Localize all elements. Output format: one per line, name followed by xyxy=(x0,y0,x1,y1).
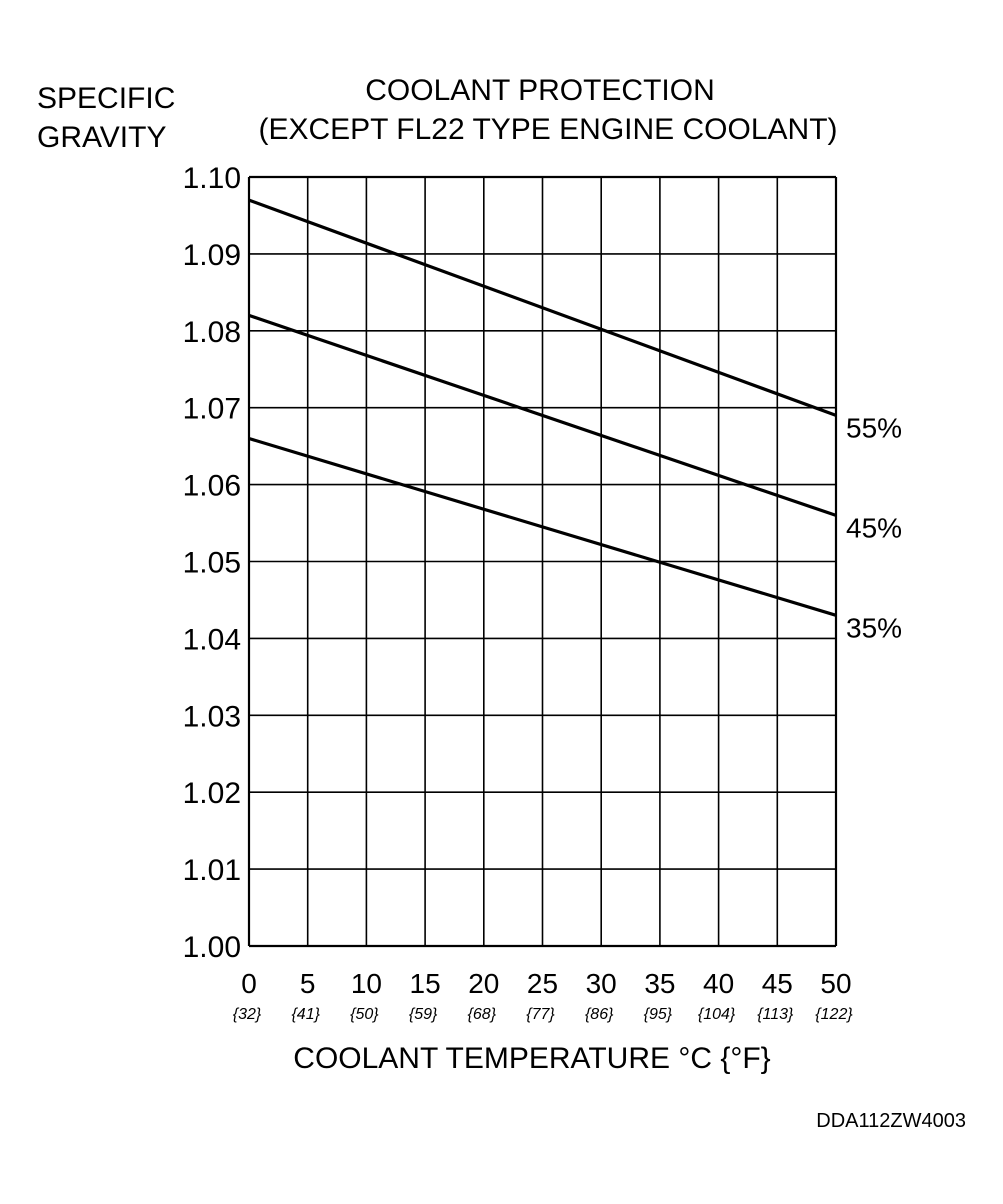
y-axis-label-line-2: GRAVITY xyxy=(37,121,166,154)
series-line xyxy=(248,436,837,617)
x-tick-label-fahrenheit: {113} xyxy=(757,1006,794,1023)
y-tick-label: 1.10 xyxy=(183,162,241,195)
y-axis-ticks: 1.10 1.09 1.08 1.07 1.06 1.05 1.04 1.03 1.02 1.01… xyxy=(183,162,241,964)
x-tick-label: 15 xyxy=(410,968,441,999)
y-tick-label: 1.06 xyxy=(183,470,241,503)
y-axis-label: SPECIFIC GRAVITY xyxy=(37,82,175,154)
x-tick-label: 45 xyxy=(762,968,793,999)
x-tick-label: 20 xyxy=(468,968,499,999)
x-tick-label-fahrenheit: {95} xyxy=(644,1006,673,1023)
y-tick-label: 1.01 xyxy=(183,854,241,887)
x-tick-label: 40 xyxy=(703,968,734,999)
x-tick-label: 30 xyxy=(586,968,617,999)
x-tick-label: 50 xyxy=(820,968,851,999)
x-axis-label: COOLANT TEMPERATURE °C {°F} xyxy=(293,1042,770,1075)
x-tick-label-fahrenheit: {50} xyxy=(350,1006,379,1023)
x-tick-label-fahrenheit: {86} xyxy=(585,1006,614,1023)
x-tick-label: 10 xyxy=(351,968,382,999)
y-tick-label: 1.03 xyxy=(183,700,241,733)
x-tick-label-fahrenheit: {122} xyxy=(815,1006,853,1023)
chart-title: COOLANT PROTECTION (EXCEPT FL22 TYPE ENG… xyxy=(258,74,837,146)
x-tick-label: 0 xyxy=(241,968,257,999)
x-tick-label-fahrenheit: {104} xyxy=(698,1006,736,1023)
series-label: 55% xyxy=(846,412,902,443)
grid xyxy=(247,175,838,948)
series-line xyxy=(248,198,837,417)
y-tick-label: 1.09 xyxy=(183,239,241,272)
y-tick-label: 1.04 xyxy=(183,623,241,656)
x-tick-label: 25 xyxy=(527,968,558,999)
x-tick-label-fahrenheit: {68} xyxy=(468,1006,497,1023)
figure-code: DDA112ZW4003 xyxy=(816,1110,966,1132)
series-label: 45% xyxy=(846,512,902,543)
x-tick-label-fahrenheit: {41} xyxy=(291,1006,320,1023)
x-tick-label-fahrenheit: {77} xyxy=(526,1006,555,1023)
x-tick-label-fahrenheit: {59} xyxy=(409,1006,438,1023)
y-tick-label: 1.02 xyxy=(183,777,241,810)
y-tick-label: 1.07 xyxy=(183,393,241,426)
y-axis-label-line-1: SPECIFIC xyxy=(37,82,175,115)
series-line xyxy=(248,313,837,517)
series-label: 35% xyxy=(846,612,902,643)
y-tick-label: 1.08 xyxy=(183,316,241,349)
chart-title-line-1: COOLANT PROTECTION xyxy=(365,74,714,107)
x-tick-label: 35 xyxy=(644,968,675,999)
x-tick-label-fahrenheit: {32} xyxy=(233,1006,262,1023)
series-lines: 55% 45% 35% xyxy=(248,198,902,643)
chart-title-line-2: (EXCEPT FL22 TYPE ENGINE COOLANT) xyxy=(258,113,837,146)
x-axis-ticks: 0 {32} 5 {41} 10 {50} 15 {59} 20 {68} 25 {77} 30 {86}… xyxy=(233,968,854,1023)
x-tick-label: 5 xyxy=(300,968,316,999)
y-tick-label: 1.00 xyxy=(183,931,241,964)
y-tick-label: 1.05 xyxy=(183,547,241,580)
